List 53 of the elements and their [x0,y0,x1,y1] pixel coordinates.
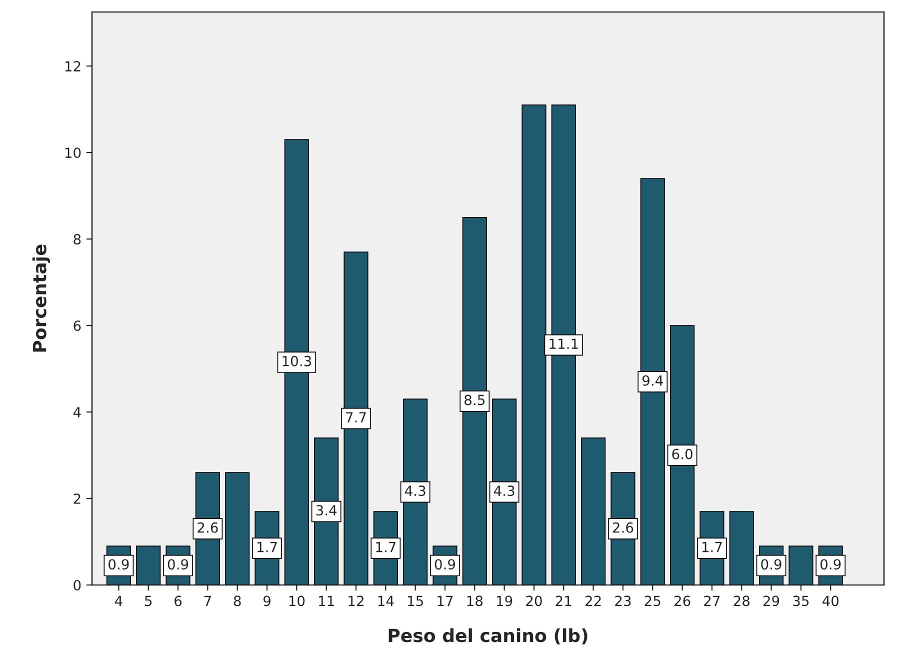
data-label: 4.3 [404,486,426,496]
x-tick-label: 10 [289,596,305,606]
x-tick-label: 11 [319,596,334,606]
x-tick-label: 17 [438,596,453,606]
x-tick-label: 9 [263,596,270,606]
x-tick-label: 5 [145,596,152,606]
x-tick-label: 8 [234,596,241,606]
data-label: 1.7 [702,542,722,552]
data-label: 4.3 [494,486,514,496]
y-tick-label: 12 [65,61,80,72]
x-tick-label: 23 [615,596,631,606]
x-tick-label: 35 [793,596,809,606]
data-label: 2.6 [198,522,218,533]
x-tick-label: 7 [204,596,211,606]
x-tick-label: 26 [674,596,690,606]
data-label: 11.1 [550,338,578,349]
x-tick-label: 20 [526,596,542,606]
x-tick-label: 12 [348,596,364,606]
y-tick-label: 10 [65,148,81,158]
data-label: 1.7 [376,542,396,552]
data-label: 0.9 [168,559,188,570]
data-label: 2.6 [612,522,634,533]
y-tick-label: 2 [74,493,80,504]
x-tick-label: 25 [644,596,660,606]
y-tick-label: 4 [73,407,81,418]
x-tick-label: 40 [822,596,839,606]
x-tick-label: 15 [408,596,423,606]
data-label: 3.4 [316,505,337,516]
x-tick-label: 4 [114,596,122,606]
x-tick-label: 29 [763,596,780,606]
y-axis-title: Porcentaje [32,244,50,352]
x-axis-title: Peso del canino (lb) [388,628,588,644]
data-label: 0.9 [820,559,841,570]
data-label: 0.9 [434,559,456,570]
x-tick-label: 22 [585,596,601,606]
data-label: 8.5 [464,394,484,406]
y-tick-label: 8 [74,234,81,245]
data-label: 0.9 [108,559,129,570]
x-tick-label: 27 [704,596,720,606]
data-label: 9.4 [642,375,663,386]
y-tick-label: 6 [74,320,81,331]
x-tick-label: 18 [467,596,483,606]
data-label: 1.7 [257,542,277,552]
data-label: 6.0 [672,448,692,460]
x-tick-label: 14 [378,596,394,606]
data-label: 10.3 [282,356,312,366]
x-tick-label: 28 [734,596,750,606]
data-label: 0.9 [761,559,782,570]
x-tick-label: 19 [497,596,512,606]
x-tick-label: 6 [174,596,182,606]
data-label: 7.7 [346,412,366,422]
x-tick-label: 21 [556,596,572,606]
y-tick-label: 0 [74,580,81,590]
